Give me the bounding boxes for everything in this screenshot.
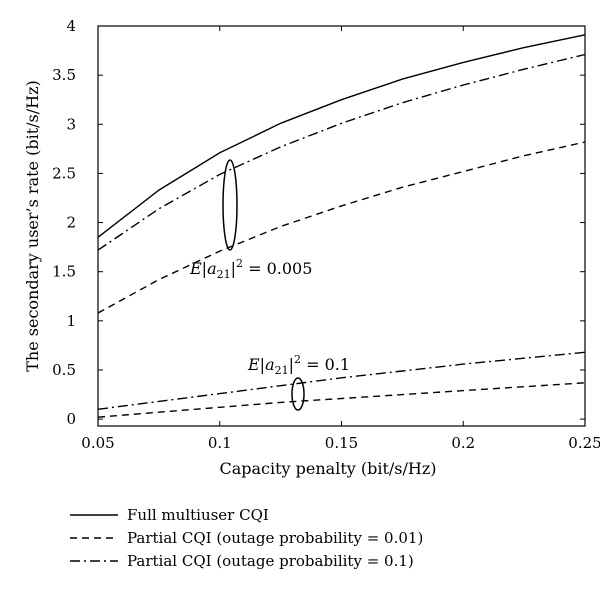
- legend-item-partial-cqi-001: Partial CQI (outage probability = 0.01): [70, 529, 423, 547]
- y-tick-label: 1: [66, 312, 76, 330]
- svg-text:Partial CQI (outage probabilit: Partial CQI (outage probability = 0.1): [127, 552, 414, 570]
- y-tick-label: 4: [66, 17, 76, 35]
- y-tick-label: 2.5: [52, 164, 76, 182]
- series-line-5: [97, 351, 586, 410]
- x-tick-label: 0.1: [208, 434, 232, 452]
- legend: Full multiuser CQI Partial CQI (outage p…: [70, 506, 423, 570]
- series-group: [97, 34, 586, 418]
- x-tick-label: 0.05: [81, 434, 114, 452]
- y-axis-label: The secondary user’s rate (bit/s/Hz): [23, 80, 42, 372]
- y-axis: 0 0.5 1 1.5 2 2.5 3 3.5 4: [52, 17, 585, 428]
- svg-text:Full multiuser CQI: Full multiuser CQI: [127, 506, 269, 524]
- annotation-ellipse-2: [291, 377, 305, 411]
- x-tick-label: 0.15: [325, 434, 358, 452]
- legend-item-full-cqi: Full multiuser CQI: [70, 506, 269, 524]
- y-tick-label: 1.5: [52, 263, 76, 281]
- x-axis-label: Capacity penalty (bit/s/Hz): [219, 459, 436, 478]
- y-tick-label: 2: [66, 214, 76, 232]
- y-tick-label: 0.5: [52, 361, 76, 379]
- x-tick-label: 0.25: [568, 434, 600, 452]
- series-line-3: [97, 53, 586, 251]
- y-tick-label: 3.5: [52, 66, 76, 84]
- annotation-2: E|a21|2 = 0.1: [247, 353, 350, 377]
- y-tick-label: 3: [66, 115, 76, 133]
- series-line-2: [97, 141, 586, 314]
- svg-text:Partial CQI (outage probabilit: Partial CQI (outage probability = 0.01): [127, 529, 423, 547]
- y-tick-label: 0: [66, 410, 76, 428]
- series-line-1: [97, 34, 586, 238]
- x-tick-label: 0.2: [451, 434, 475, 452]
- series-line-4: [97, 382, 586, 418]
- annotation-ellipse-1: [222, 159, 238, 251]
- x-axis: 0.05 0.1 0.15 0.2 0.25: [81, 26, 600, 452]
- legend-item-partial-cqi-01: Partial CQI (outage probability = 0.1): [70, 552, 414, 570]
- annotation-1: E|a21|2 = 0.005: [189, 257, 312, 281]
